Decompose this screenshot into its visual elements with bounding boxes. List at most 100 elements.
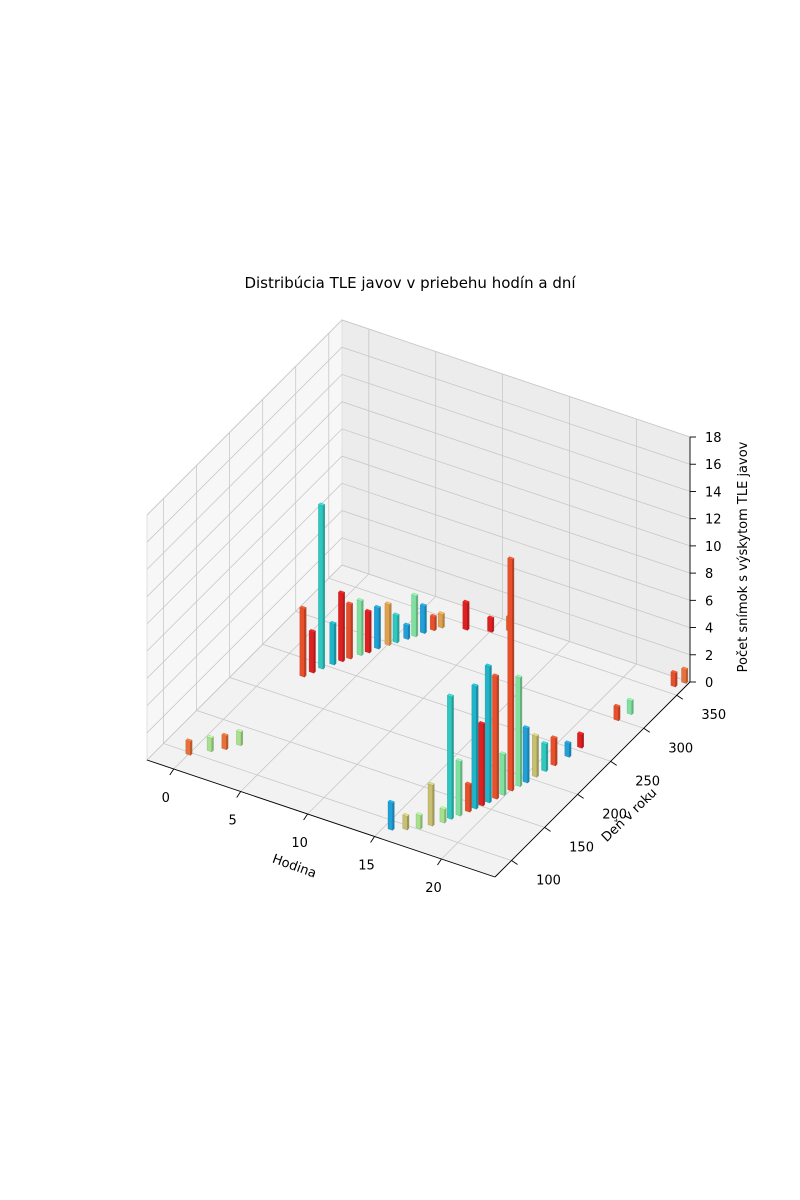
z-gridline bbox=[146, 319, 691, 516]
x-tick-label: 0 bbox=[162, 791, 170, 806]
axis-lines bbox=[146, 437, 691, 878]
bar-top-face bbox=[522, 725, 530, 729]
bar-front-face bbox=[681, 668, 687, 684]
bar-front-face bbox=[318, 504, 324, 670]
bar-top-face bbox=[356, 597, 364, 602]
x-tick bbox=[236, 791, 242, 798]
bar-top-face bbox=[462, 599, 470, 604]
bar-front-face bbox=[507, 557, 513, 792]
bar-front-face bbox=[499, 752, 505, 796]
bar bbox=[447, 693, 454, 820]
y-tick-label: 200 bbox=[602, 807, 627, 822]
bar bbox=[455, 758, 463, 817]
bars-layer bbox=[185, 502, 689, 831]
bar-side-face bbox=[432, 783, 435, 827]
bar-top-face bbox=[206, 734, 214, 739]
bar-top-face bbox=[499, 751, 507, 755]
bar bbox=[522, 725, 530, 784]
z-tick-label: 0 bbox=[705, 676, 713, 691]
bar bbox=[439, 806, 447, 824]
bar bbox=[299, 605, 307, 678]
bar bbox=[484, 663, 492, 804]
bar-top-face bbox=[492, 673, 500, 677]
bar-front-face bbox=[471, 684, 477, 810]
x-axis-line bbox=[146, 759, 496, 878]
chart-title: Distribúcia TLE javov v priebehu hodín a… bbox=[244, 274, 576, 292]
bar-side-face bbox=[460, 759, 463, 817]
bar-side-face bbox=[416, 594, 419, 638]
bar-side-face bbox=[675, 671, 678, 688]
bar bbox=[346, 601, 353, 660]
bar bbox=[515, 674, 523, 788]
bar bbox=[577, 731, 584, 749]
z-gridline bbox=[146, 537, 691, 734]
bar-front-face bbox=[626, 699, 632, 716]
bar bbox=[541, 741, 549, 773]
bar-front-face bbox=[346, 602, 352, 660]
bar-front-face bbox=[236, 730, 242, 747]
z-gridline bbox=[146, 510, 691, 706]
bar-top-face bbox=[484, 663, 492, 668]
bar-front-face bbox=[364, 610, 370, 654]
bar-side-face bbox=[378, 606, 381, 650]
bar-top-face bbox=[364, 608, 372, 613]
bar-front-face bbox=[670, 671, 676, 688]
bar-front-face bbox=[338, 591, 344, 663]
x-tick-label: 15 bbox=[358, 859, 375, 874]
bar-front-face bbox=[374, 606, 380, 650]
bar-side-face bbox=[424, 604, 427, 635]
bar-top-face bbox=[402, 813, 410, 817]
bar-front-face bbox=[515, 676, 521, 788]
bar-top-face bbox=[550, 735, 558, 739]
bar-front-face bbox=[308, 630, 314, 674]
bar-front-face bbox=[478, 722, 484, 807]
bar bbox=[487, 615, 495, 633]
bar-top-face bbox=[613, 703, 621, 708]
bar-front-face bbox=[384, 603, 390, 646]
bar-front-face bbox=[613, 705, 619, 722]
bar-top-face bbox=[318, 502, 326, 507]
bar-top-face bbox=[185, 738, 193, 742]
bar-top-face bbox=[471, 683, 479, 687]
bar-side-face bbox=[631, 699, 634, 716]
bar-side-face bbox=[304, 607, 307, 678]
bar-side-face bbox=[569, 741, 572, 758]
bar bbox=[384, 601, 392, 647]
bar-front-face bbox=[185, 739, 191, 756]
bar-top-face bbox=[541, 741, 549, 745]
bar-front-face bbox=[462, 601, 468, 631]
bar-side-face bbox=[512, 557, 515, 792]
bar-side-face bbox=[546, 742, 549, 773]
bar-top-face bbox=[387, 799, 395, 804]
bar-top-face bbox=[577, 731, 584, 735]
bar-top-face bbox=[346, 601, 353, 605]
bar-front-face bbox=[522, 726, 528, 784]
bar-side-face bbox=[489, 664, 492, 804]
bar-side-face bbox=[240, 730, 243, 747]
bar-top-face bbox=[487, 615, 495, 620]
bar-front-face bbox=[387, 801, 393, 831]
bar-side-face bbox=[392, 801, 395, 831]
bar-front-face bbox=[487, 617, 493, 633]
y-tick bbox=[676, 694, 684, 700]
y-tick-label: 100 bbox=[536, 873, 561, 888]
tick-labels: 0 5 10 15 20 100 150 200 250 300 350 0 2 4 6 8 10 12 14 16 1… bbox=[162, 431, 727, 896]
x-tick bbox=[303, 813, 308, 821]
z-tick-label: 18 bbox=[705, 431, 722, 446]
bar-top-face bbox=[221, 732, 229, 737]
y-axis-line bbox=[494, 681, 691, 878]
bar bbox=[492, 673, 500, 800]
bar-top-face bbox=[478, 721, 486, 725]
axes-panes bbox=[146, 318, 691, 878]
bar-top-face bbox=[447, 693, 454, 698]
bar-front-face bbox=[455, 759, 461, 817]
bar-top-face bbox=[374, 604, 381, 609]
z-axis-label: Počet snímok s výskytom TLE javov bbox=[736, 441, 751, 672]
bar-side-face bbox=[536, 734, 539, 778]
bar-top-face bbox=[437, 611, 445, 615]
bar-front-face bbox=[564, 741, 570, 758]
x-tick bbox=[437, 858, 442, 866]
bar bbox=[356, 597, 364, 657]
z-gridline bbox=[146, 455, 691, 652]
bar bbox=[613, 703, 621, 722]
